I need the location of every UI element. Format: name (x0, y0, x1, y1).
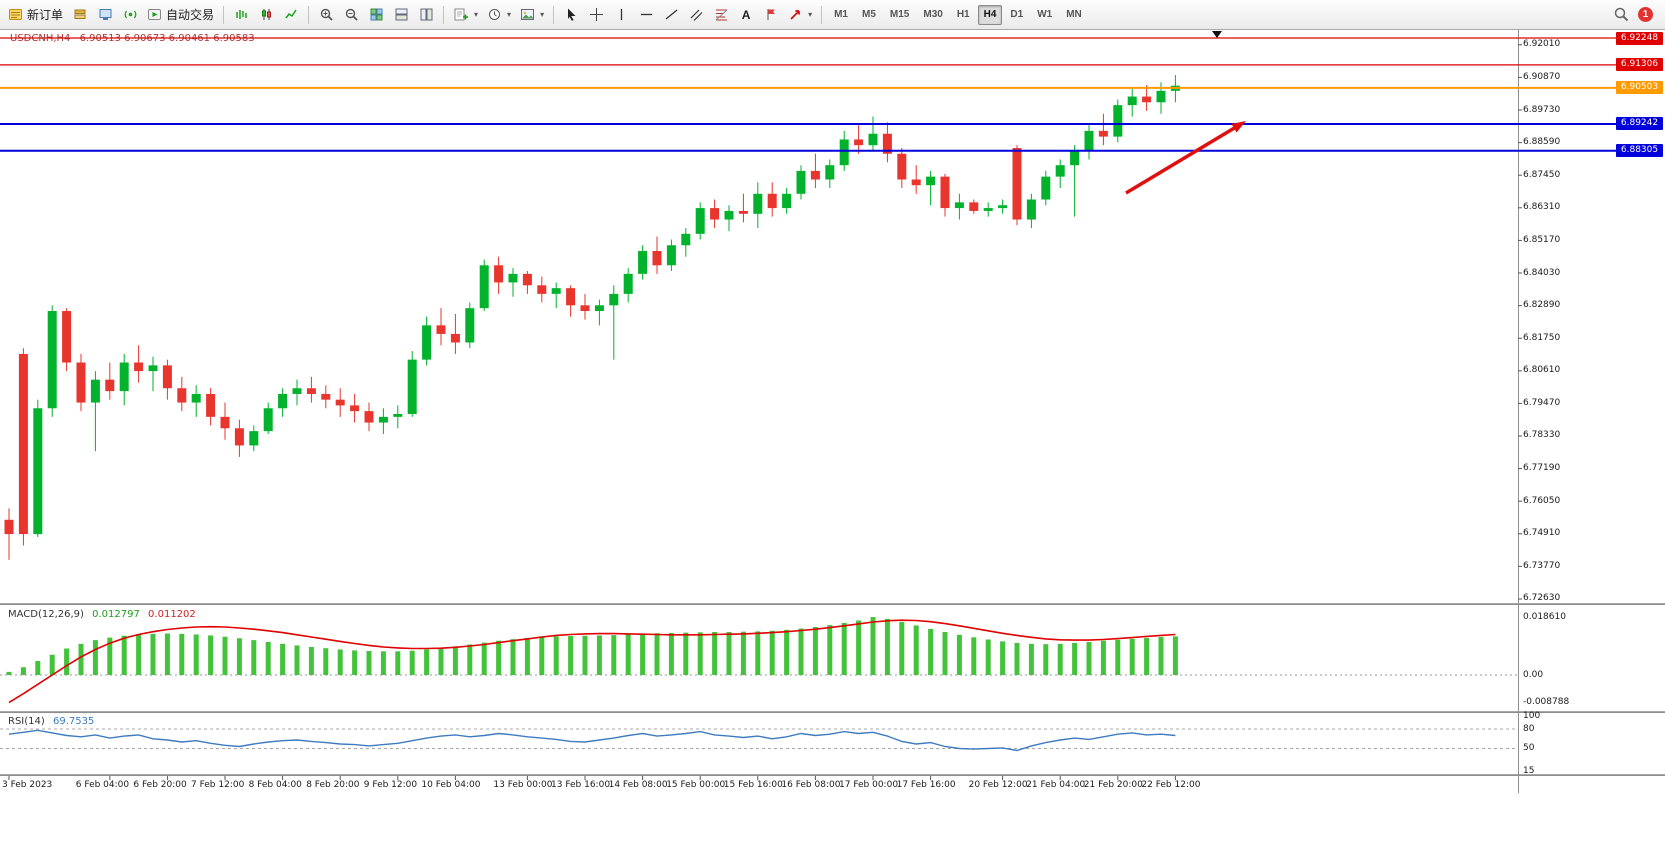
fibonacci-tool-button[interactable] (709, 4, 733, 26)
zoom-out-button[interactable] (339, 4, 363, 26)
clock-icon (487, 7, 502, 22)
new-chart-icon (453, 7, 469, 22)
channel-icon (689, 7, 704, 22)
text-tool-label: A (741, 7, 751, 22)
vertical-line-tool-button[interactable] (609, 4, 633, 26)
macd-title: MACD(12,26,9) 0.012797 0.011202 (8, 609, 196, 620)
template-button[interactable]: ▾ (516, 4, 548, 26)
timeframe-m30[interactable]: M30 (917, 5, 948, 25)
zoom-out-icon (344, 7, 359, 22)
label-tool-button[interactable] (759, 4, 783, 26)
line-chart-icon (284, 7, 299, 22)
text-tool-button[interactable]: A (734, 4, 758, 26)
autotrading-icon (147, 7, 162, 22)
chevron-down-icon: ▾ (474, 10, 479, 19)
new-order-icon (8, 7, 23, 22)
tile-vertical-button[interactable] (414, 4, 438, 26)
toolbar-separator (821, 5, 823, 24)
autotrading-label: 自动交易 (166, 8, 215, 22)
template-image-icon (520, 7, 535, 22)
price-axis-border (1518, 30, 1519, 793)
macd-pane[interactable] (0, 605, 1518, 710)
pane-separator-macd[interactable] (0, 603, 1665, 605)
timeframe-w1[interactable]: W1 (1031, 5, 1058, 25)
label-flag-icon (764, 7, 779, 22)
candlestick-mode-button[interactable] (254, 4, 278, 26)
crosshair-tool-button[interactable] (584, 4, 608, 26)
rsi-name: RSI(14) (8, 716, 45, 727)
chevron-down-icon: ▾ (540, 10, 545, 19)
new-chart-button[interactable]: ▾ (449, 4, 482, 26)
pane-separator-timeaxis (0, 774, 1665, 776)
market-watch-button[interactable] (93, 4, 117, 26)
chevron-down-icon: ▾ (507, 10, 512, 19)
timeframe-mn[interactable]: MN (1060, 5, 1088, 25)
broadcast-icon (123, 7, 138, 22)
tile-horizontal-button[interactable] (389, 4, 413, 26)
fibonacci-icon (714, 7, 729, 22)
bar-chart-icon (234, 7, 249, 22)
chevron-down-icon: ▾ (808, 10, 813, 19)
rsi-value: 69.7535 (52, 716, 95, 727)
rsi-pane[interactable] (0, 713, 1518, 774)
new-order-button[interactable]: 新订单 (4, 4, 67, 26)
tile-windows-icon (369, 7, 384, 22)
bar-chart-mode-button[interactable] (229, 4, 253, 26)
broadcast-button[interactable] (118, 4, 142, 26)
horizontal-line-tool-button[interactable] (634, 4, 658, 26)
crosshair-icon (589, 7, 604, 22)
channel-tool-button[interactable] (684, 4, 708, 26)
macd-main-value: 0.012797 (92, 609, 140, 620)
zoom-in-button[interactable] (314, 4, 338, 26)
cursor-tool-button[interactable] (559, 4, 583, 26)
search-icon[interactable] (1613, 6, 1630, 23)
line-chart-mode-button[interactable] (279, 4, 303, 26)
tile-horizontal-icon (394, 7, 409, 22)
new-order-label: 新订单 (27, 8, 64, 22)
tile-windows-button[interactable] (364, 4, 388, 26)
macd-signal-value: 0.011202 (148, 609, 196, 620)
timeframe-h4[interactable]: H4 (977, 4, 1003, 25)
timeframe-group: M1 M5 M15 M30 H1 H4 D1 W1 MN (827, 4, 1089, 25)
toolbar: 新订单 自动交易 ▾ ▾ ▾ A ▾ M1 M5 M15 M30 H1 H4 D1 W1 MN … (0, 0, 1665, 30)
price-axis[interactable] (1518, 30, 1665, 793)
toolbar-right-group: 1 (1613, 6, 1661, 23)
rsi-title: RSI(14) 69.7535 (8, 716, 94, 727)
toolbar-separator (553, 5, 555, 24)
timeframe-d1[interactable]: D1 (1004, 5, 1029, 25)
ohlc-values: 6.90513 6.90673 6.90461 6.90583 (79, 33, 255, 44)
timeframe-m1[interactable]: M1 (828, 5, 854, 25)
macd-name: MACD(12,26,9) (8, 609, 84, 620)
price-chart-pane[interactable] (0, 30, 1518, 603)
horizontal-line-icon (639, 7, 654, 22)
toolbar-separator (223, 5, 225, 24)
layers-button[interactable] (68, 4, 92, 26)
arrow-tool-icon (788, 7, 803, 22)
terminal-icon (98, 7, 113, 22)
chart-title: USDCNH,H4 6.90513 6.90673 6.90461 6.9058… (10, 33, 255, 44)
autotrading-button[interactable]: 自动交易 (143, 4, 218, 26)
zoom-in-icon (319, 7, 334, 22)
timeframe-m15[interactable]: M15 (884, 5, 915, 25)
arrows-tool-button[interactable]: ▾ (784, 4, 816, 26)
trendline-icon (664, 7, 679, 22)
toolbar-separator (308, 5, 310, 24)
layers-icon (73, 7, 88, 22)
time-axis[interactable] (0, 775, 1518, 795)
candlestick-icon (259, 7, 274, 22)
pane-separator-rsi[interactable] (0, 711, 1665, 713)
trendline-tool-button[interactable] (659, 4, 683, 26)
toolbar-separator (443, 5, 445, 24)
period-button[interactable]: ▾ (483, 4, 515, 26)
vertical-line-icon (614, 7, 629, 22)
timeframe-m5[interactable]: M5 (856, 5, 882, 25)
symbol-period-label: USDCNH,H4 (10, 33, 71, 44)
cursor-icon (564, 7, 579, 22)
notification-badge[interactable]: 1 (1638, 7, 1653, 22)
tile-vertical-icon (419, 7, 434, 22)
timeframe-h1[interactable]: H1 (951, 5, 976, 25)
